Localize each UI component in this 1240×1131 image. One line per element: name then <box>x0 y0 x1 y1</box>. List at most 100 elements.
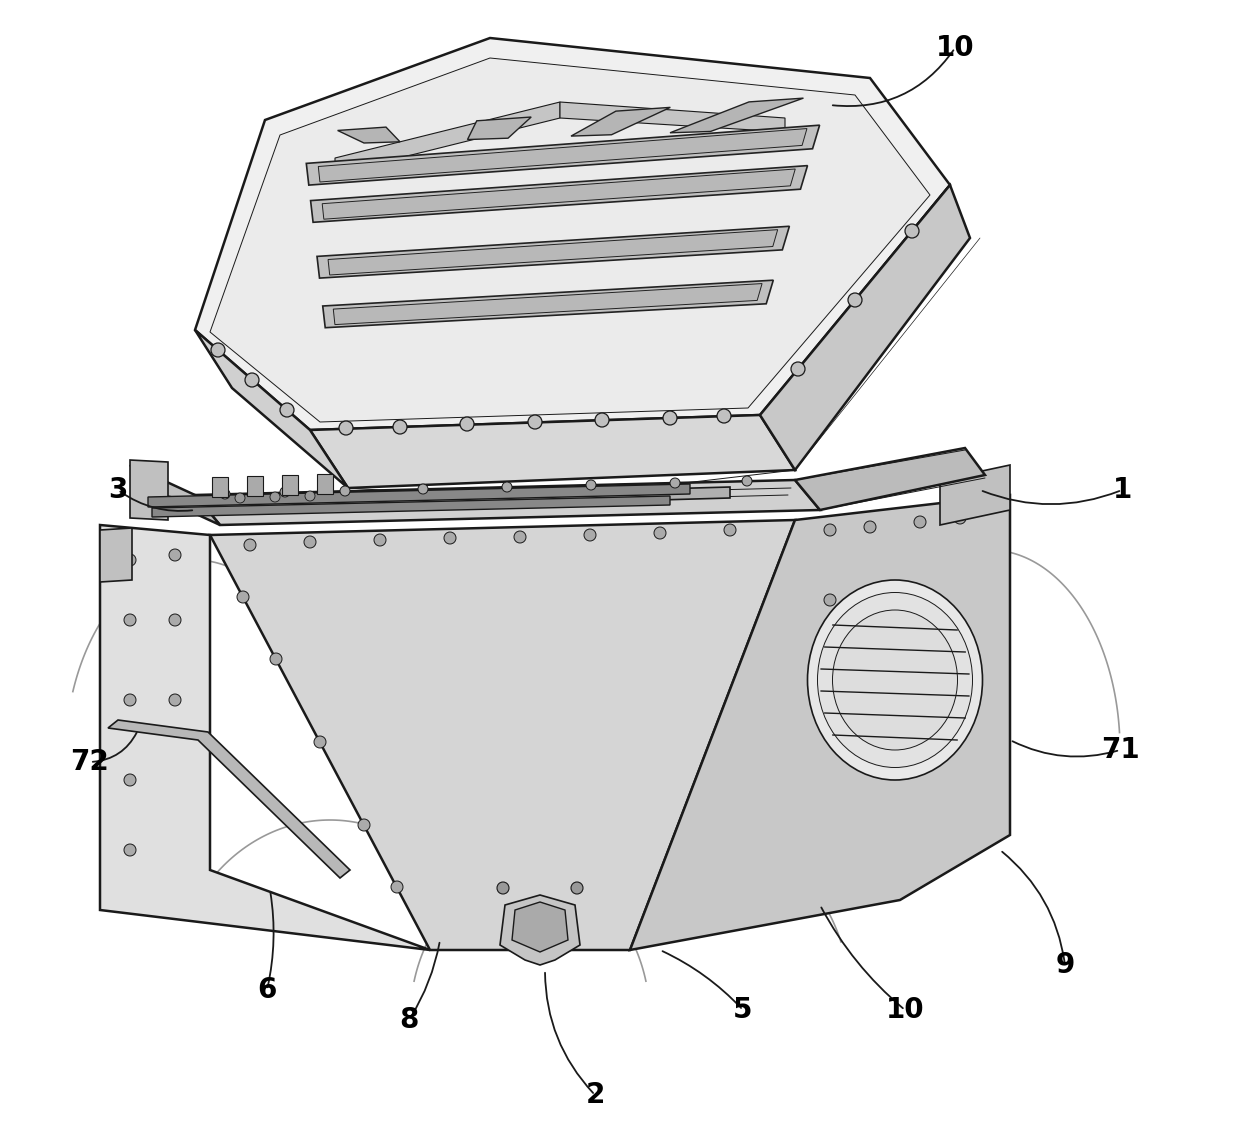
Circle shape <box>663 411 677 425</box>
Polygon shape <box>100 525 430 950</box>
Circle shape <box>914 588 926 601</box>
Circle shape <box>864 592 875 604</box>
Circle shape <box>418 484 428 494</box>
Polygon shape <box>317 226 790 278</box>
Circle shape <box>124 554 136 566</box>
Circle shape <box>339 421 353 435</box>
Circle shape <box>570 882 583 893</box>
Text: 9: 9 <box>1055 951 1075 979</box>
Ellipse shape <box>817 593 972 768</box>
Polygon shape <box>322 280 774 328</box>
Circle shape <box>280 403 294 417</box>
Polygon shape <box>210 520 795 950</box>
Circle shape <box>280 487 290 497</box>
Circle shape <box>914 516 926 528</box>
Circle shape <box>894 670 906 681</box>
Polygon shape <box>130 465 219 525</box>
Circle shape <box>584 529 596 541</box>
Circle shape <box>237 592 249 603</box>
Circle shape <box>169 549 181 561</box>
Circle shape <box>791 362 805 375</box>
Circle shape <box>587 480 596 490</box>
Polygon shape <box>317 474 334 494</box>
Polygon shape <box>512 903 568 952</box>
Polygon shape <box>212 477 228 497</box>
Circle shape <box>124 614 136 625</box>
Polygon shape <box>670 98 804 132</box>
Polygon shape <box>570 107 671 136</box>
Ellipse shape <box>832 610 957 750</box>
Circle shape <box>670 478 680 487</box>
Circle shape <box>358 819 370 831</box>
Text: 5: 5 <box>733 996 753 1024</box>
Polygon shape <box>100 528 131 582</box>
Polygon shape <box>310 165 807 223</box>
Polygon shape <box>210 58 930 422</box>
Polygon shape <box>108 720 350 878</box>
Polygon shape <box>306 126 820 185</box>
Polygon shape <box>500 895 580 965</box>
Circle shape <box>595 413 609 428</box>
Polygon shape <box>795 448 985 510</box>
Circle shape <box>497 882 508 893</box>
Text: 72: 72 <box>71 748 109 776</box>
Circle shape <box>270 492 280 502</box>
Circle shape <box>244 539 255 551</box>
Circle shape <box>391 881 403 893</box>
Polygon shape <box>247 476 263 497</box>
Text: 6: 6 <box>258 976 277 1004</box>
Polygon shape <box>329 230 777 275</box>
Polygon shape <box>195 330 348 487</box>
Polygon shape <box>334 284 763 325</box>
Polygon shape <box>195 480 820 525</box>
Circle shape <box>219 489 229 499</box>
Polygon shape <box>467 116 531 139</box>
Circle shape <box>528 415 542 429</box>
Text: 71: 71 <box>1101 736 1140 765</box>
Circle shape <box>124 844 136 856</box>
Circle shape <box>314 736 326 748</box>
Circle shape <box>211 343 224 357</box>
Polygon shape <box>337 127 401 143</box>
Text: 10: 10 <box>936 34 975 62</box>
Circle shape <box>502 482 512 492</box>
Circle shape <box>304 536 316 549</box>
Circle shape <box>825 524 836 536</box>
Circle shape <box>515 530 526 543</box>
Polygon shape <box>335 102 560 174</box>
Circle shape <box>444 532 456 544</box>
Polygon shape <box>195 38 950 430</box>
Circle shape <box>169 614 181 625</box>
Polygon shape <box>760 185 970 470</box>
Circle shape <box>864 521 875 533</box>
Circle shape <box>954 512 966 524</box>
Circle shape <box>460 417 474 431</box>
Polygon shape <box>560 102 785 132</box>
Circle shape <box>374 534 386 546</box>
Circle shape <box>340 486 350 497</box>
Polygon shape <box>148 484 689 507</box>
Circle shape <box>270 653 281 665</box>
Circle shape <box>742 476 751 486</box>
Polygon shape <box>630 495 1011 950</box>
Circle shape <box>393 420 407 434</box>
Circle shape <box>724 524 737 536</box>
Polygon shape <box>281 475 298 495</box>
Circle shape <box>246 373 259 387</box>
Circle shape <box>717 409 732 423</box>
Circle shape <box>825 594 836 606</box>
Text: 2: 2 <box>585 1081 605 1110</box>
Polygon shape <box>322 169 795 219</box>
Text: 8: 8 <box>399 1005 419 1034</box>
Polygon shape <box>140 487 730 513</box>
Text: 1: 1 <box>1112 476 1132 504</box>
Circle shape <box>848 293 862 307</box>
Circle shape <box>124 774 136 786</box>
Circle shape <box>236 493 246 503</box>
Circle shape <box>905 224 919 238</box>
Circle shape <box>305 491 315 501</box>
Circle shape <box>653 527 666 539</box>
Circle shape <box>844 674 856 687</box>
Polygon shape <box>940 465 1011 525</box>
Polygon shape <box>310 415 795 487</box>
